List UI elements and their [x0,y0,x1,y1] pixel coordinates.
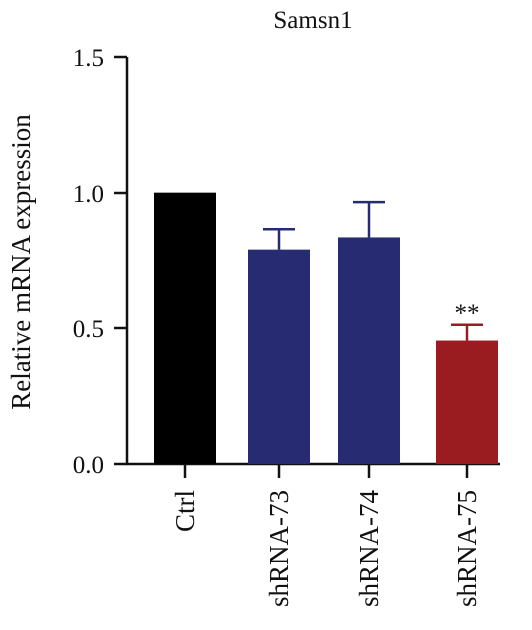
bar-shrna-75 [436,340,498,464]
bar-ctrl [154,192,216,464]
bar-shrna-73 [248,249,310,464]
significance-label: ** [455,300,480,327]
x-ticks [183,464,469,478]
x-labels: Ctrl shRNA-73 shRNA-74 shRNA-75 [170,490,482,608]
y-ticks: 0.0 0.5 1.0 1.5 [73,45,127,479]
y-tick-label: 1.5 [73,45,104,72]
bars: ** [154,192,498,464]
bar-shrna-74 [338,237,400,464]
y-tick-label: 0.5 [73,316,104,343]
x-tick-label: shRNA-73 [264,490,294,607]
chart-title: Samsn1 [273,7,352,34]
x-tick-label: Ctrl [170,490,200,532]
y-axis-label: Relative mRNA expression [6,114,36,410]
y-tick-label: 0.0 [73,452,104,479]
x-tick-label: shRNA-75 [452,490,482,607]
x-tick-label: shRNA-74 [354,490,384,608]
y-tick-label: 1.0 [73,181,104,208]
